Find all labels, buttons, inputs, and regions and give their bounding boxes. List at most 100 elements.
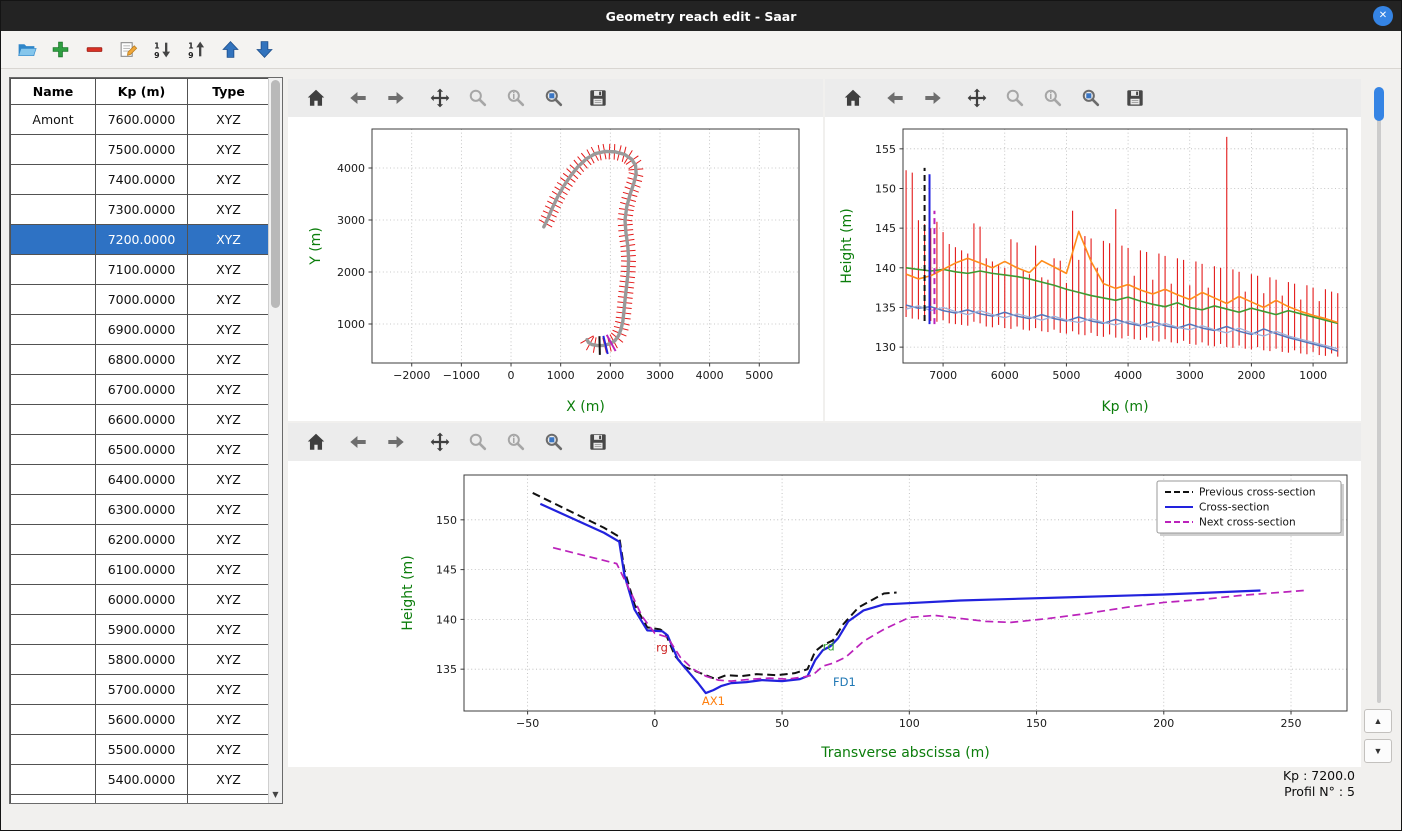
- save-button[interactable]: [584, 428, 612, 456]
- table-row[interactable]: 6500.0000 XYZ: [10, 434, 270, 465]
- cell-type[interactable]: XYZ: [187, 194, 270, 225]
- titlebar[interactable]: Geometry reach edit - Saar ✕: [1, 1, 1401, 31]
- move-up-button[interactable]: [217, 37, 243, 63]
- cell-kp[interactable]: 7300.0000: [95, 194, 188, 225]
- table-row[interactable]: 6300.0000 XYZ: [10, 494, 270, 525]
- table-row[interactable]: 7200.0000 XYZ: [10, 224, 270, 255]
- cell-type[interactable]: XYZ: [187, 374, 270, 405]
- cell-type[interactable]: XYZ: [187, 644, 270, 675]
- cell-name[interactable]: [10, 224, 96, 255]
- cell-type[interactable]: XYZ: [187, 584, 270, 615]
- open-button[interactable]: [13, 37, 39, 63]
- column-header-name[interactable]: Name: [10, 78, 96, 105]
- cell-name[interactable]: [10, 194, 96, 225]
- cell-type[interactable]: XYZ: [187, 164, 270, 195]
- save-button[interactable]: [1121, 84, 1149, 112]
- cross-section-canvas[interactable]: rg rd AX1 FD1 −50 0 50 100 150 200 250 135 140 145 150…: [288, 461, 1361, 767]
- cell-type[interactable]: XYZ: [187, 404, 270, 435]
- column-header-kp[interactable]: Kp (m): [95, 78, 188, 105]
- table-row[interactable]: 6600.0000 XYZ: [10, 404, 270, 435]
- edit-button[interactable]: [115, 37, 141, 63]
- move-down-button[interactable]: [251, 37, 277, 63]
- cell-name[interactable]: [10, 254, 96, 285]
- cell-type[interactable]: XYZ: [187, 734, 270, 765]
- cell-kp[interactable]: 5300.0000: [95, 794, 188, 803]
- column-header-type[interactable]: Type: [187, 78, 270, 105]
- cell-name[interactable]: [10, 644, 96, 675]
- previous-profile-button[interactable]: ▲: [1364, 709, 1392, 733]
- table-scrollbar-down-button[interactable]: ▼: [272, 790, 279, 799]
- cell-kp[interactable]: 6400.0000: [95, 464, 188, 495]
- cell-name[interactable]: [10, 524, 96, 555]
- table-row[interactable]: 6900.0000 XYZ: [10, 314, 270, 345]
- table-row[interactable]: 5900.0000 XYZ: [10, 614, 270, 645]
- zoom-rect-button[interactable]: [540, 84, 568, 112]
- table-row[interactable]: 6200.0000 XYZ: [10, 524, 270, 555]
- table-row[interactable]: Amont 7600.0000 XYZ: [10, 104, 270, 135]
- cell-name[interactable]: [10, 434, 96, 465]
- cell-kp[interactable]: 6000.0000: [95, 584, 188, 615]
- cell-kp[interactable]: 7000.0000: [95, 284, 188, 315]
- home-button[interactable]: [302, 84, 330, 112]
- add-button[interactable]: [47, 37, 73, 63]
- cell-type[interactable]: XYZ: [187, 254, 270, 285]
- cell-kp[interactable]: 5800.0000: [95, 644, 188, 675]
- table-scrollbar-thumb[interactable]: [271, 80, 280, 308]
- cell-kp[interactable]: 7200.0000: [95, 224, 188, 255]
- cell-type[interactable]: XYZ: [187, 224, 270, 255]
- table-row[interactable]: 5600.0000 XYZ: [10, 704, 270, 735]
- zoom-button[interactable]: [464, 428, 492, 456]
- cell-type[interactable]: XYZ: [187, 554, 270, 585]
- table-row[interactable]: 6000.0000 XYZ: [10, 584, 270, 615]
- cell-kp[interactable]: 5900.0000: [95, 614, 188, 645]
- cell-name[interactable]: [10, 404, 96, 435]
- cell-kp[interactable]: 7600.0000: [95, 104, 188, 135]
- table-row[interactable]: 6100.0000 XYZ: [10, 554, 270, 585]
- table-row[interactable]: 7400.0000 XYZ: [10, 164, 270, 195]
- cell-kp[interactable]: 5500.0000: [95, 734, 188, 765]
- cell-type[interactable]: XYZ: [187, 314, 270, 345]
- forward-button[interactable]: [382, 428, 410, 456]
- table-row[interactable]: 7500.0000 XYZ: [10, 134, 270, 165]
- table-row[interactable]: 5700.0000 XYZ: [10, 674, 270, 705]
- cell-name[interactable]: [10, 794, 96, 803]
- table-scrollbar[interactable]: ▼: [268, 78, 282, 803]
- cell-name[interactable]: [10, 374, 96, 405]
- cell-type[interactable]: XYZ: [187, 104, 270, 135]
- cell-kp[interactable]: 6300.0000: [95, 494, 188, 525]
- back-button[interactable]: [881, 84, 909, 112]
- table-row[interactable]: 5400.0000 XYZ: [10, 764, 270, 795]
- table-row[interactable]: 7300.0000 XYZ: [10, 194, 270, 225]
- pan-button[interactable]: [963, 84, 991, 112]
- cell-kp[interactable]: 6500.0000: [95, 434, 188, 465]
- cell-name[interactable]: [10, 464, 96, 495]
- vertical-slider-thumb[interactable]: [1374, 87, 1384, 121]
- back-button[interactable]: [344, 84, 372, 112]
- cell-type[interactable]: XYZ: [187, 524, 270, 555]
- cell-type[interactable]: XYZ: [187, 134, 270, 165]
- cell-name[interactable]: [10, 314, 96, 345]
- planform-canvas[interactable]: −2000 −1000 0 1000 2000 3000 4000 5000 1000 2000 3…: [288, 117, 823, 421]
- cell-type[interactable]: XYZ: [187, 464, 270, 495]
- forward-button[interactable]: [919, 84, 947, 112]
- save-button[interactable]: [584, 84, 612, 112]
- next-profile-button[interactable]: ▼: [1364, 739, 1392, 763]
- cell-kp[interactable]: 6100.0000: [95, 554, 188, 585]
- cell-name[interactable]: [10, 734, 96, 765]
- zoom-rect-button[interactable]: [540, 428, 568, 456]
- cell-name[interactable]: [10, 284, 96, 315]
- cell-type[interactable]: XYZ: [187, 674, 270, 705]
- zoom-rect-button[interactable]: [1077, 84, 1105, 112]
- cell-kp[interactable]: 6600.0000: [95, 404, 188, 435]
- table-row[interactable]: 5800.0000 XYZ: [10, 644, 270, 675]
- table-row[interactable]: 7000.0000 XYZ: [10, 284, 270, 315]
- cell-type[interactable]: XYZ: [187, 284, 270, 315]
- forward-button[interactable]: [382, 84, 410, 112]
- cell-name[interactable]: [10, 494, 96, 525]
- cell-kp[interactable]: 5600.0000: [95, 704, 188, 735]
- cell-name[interactable]: [10, 674, 96, 705]
- cell-kp[interactable]: 6800.0000: [95, 344, 188, 375]
- table-row[interactable]: 6700.0000 XYZ: [10, 374, 270, 405]
